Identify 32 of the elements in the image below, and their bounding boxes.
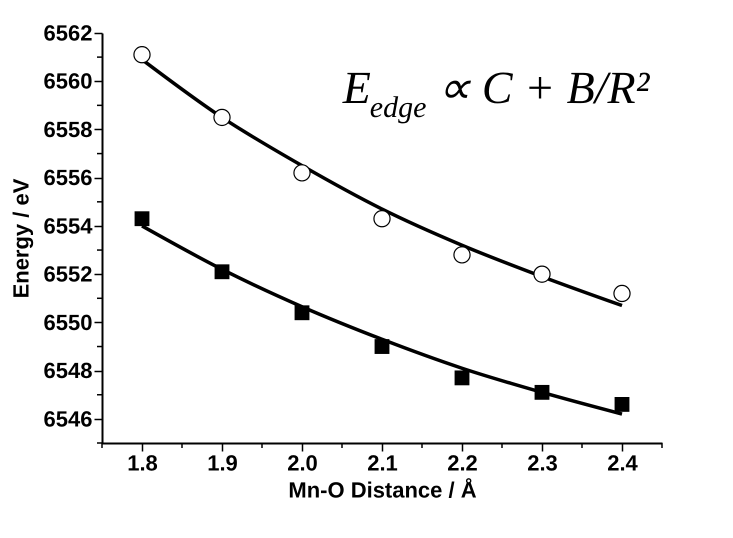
point bbox=[533, 266, 551, 283]
y-tick-label: 6556 bbox=[44, 165, 92, 190]
y-tick-label: 6558 bbox=[44, 116, 92, 142]
x-tick-label: 1.8 bbox=[127, 450, 158, 476]
x-tick-label: 2.2 bbox=[447, 450, 478, 476]
y-tick-label: 6554 bbox=[44, 213, 94, 238]
point bbox=[613, 284, 631, 302]
point bbox=[213, 108, 231, 126]
y-tick-label: 6552 bbox=[44, 262, 92, 287]
x-tick-label: 2.3 bbox=[527, 450, 558, 476]
point bbox=[134, 211, 150, 226]
point bbox=[293, 164, 311, 182]
y-tick-label: 6560 bbox=[44, 68, 92, 94]
point bbox=[214, 264, 230, 280]
y-tick-label: 6550 bbox=[44, 310, 92, 335]
x-tick-label: 2.1 bbox=[367, 450, 398, 476]
point bbox=[453, 246, 471, 264]
point bbox=[454, 370, 470, 386]
x-tick-label: 2.0 bbox=[287, 450, 318, 476]
point bbox=[373, 210, 391, 228]
x-axis-title: Mn-O Distance / Å bbox=[288, 478, 477, 502]
point bbox=[374, 339, 390, 354]
point bbox=[614, 396, 630, 412]
y-tick-label: 6548 bbox=[44, 358, 92, 384]
x-tick-label: 2.4 bbox=[607, 450, 639, 476]
point bbox=[133, 46, 151, 64]
y-tick-label: 6546 bbox=[44, 406, 92, 432]
point bbox=[294, 305, 310, 320]
y-tick-label: 6562 bbox=[44, 20, 92, 46]
point bbox=[534, 384, 550, 400]
x-tick-label: 1.9 bbox=[207, 450, 238, 476]
y-axis-title: Energy / eV bbox=[8, 178, 34, 298]
